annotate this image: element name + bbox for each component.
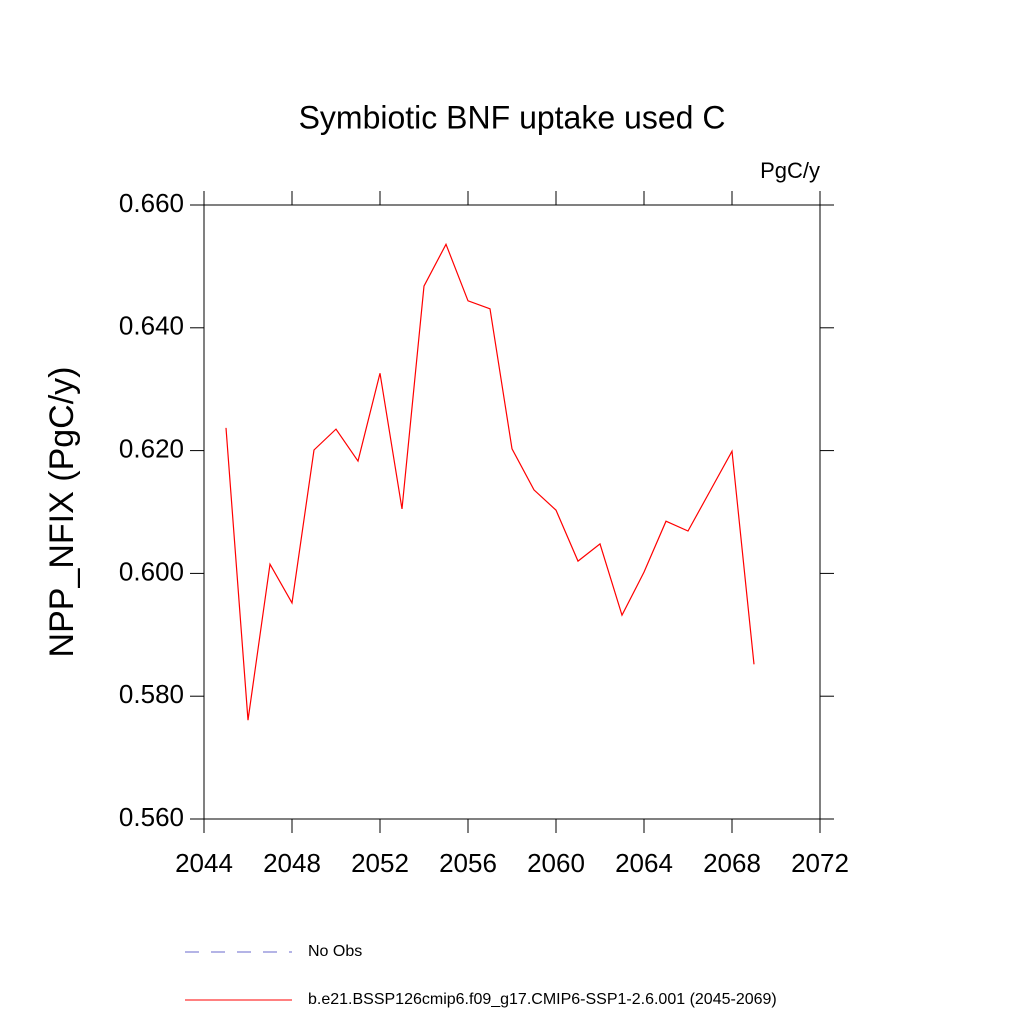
x-tick-label: 2052 — [351, 848, 409, 878]
x-tick-label: 2064 — [615, 848, 673, 878]
y-tick-label: 0.620 — [119, 433, 184, 463]
y-tick-label: 0.600 — [119, 556, 184, 586]
y-tick-label: 0.660 — [119, 188, 184, 218]
x-tick-label: 2060 — [527, 848, 585, 878]
y-tick-label: 0.640 — [119, 311, 184, 341]
x-tick-label: 2068 — [703, 848, 761, 878]
units-label: PgC/y — [760, 158, 820, 183]
plot-frame — [203, 204, 821, 820]
x-tick-label: 2072 — [791, 848, 849, 878]
x-tick-label: 2056 — [439, 848, 497, 878]
data-line — [225, 242, 755, 721]
legend-label: No Obs — [308, 943, 362, 960]
y-axis-label: NPP_NFIX (PgC/y) — [43, 367, 81, 658]
y-tick-label: 0.580 — [119, 679, 184, 709]
y-tick-label: 0.560 — [119, 802, 184, 832]
x-tick-label: 2044 — [175, 848, 233, 878]
legend-label: b.e21.BSSP126cmip6.f09_g17.CMIP6-SSP1-2.… — [308, 991, 777, 1008]
chart-title: Symbiotic BNF uptake used C — [299, 99, 726, 135]
x-tick-label: 2048 — [263, 848, 321, 878]
